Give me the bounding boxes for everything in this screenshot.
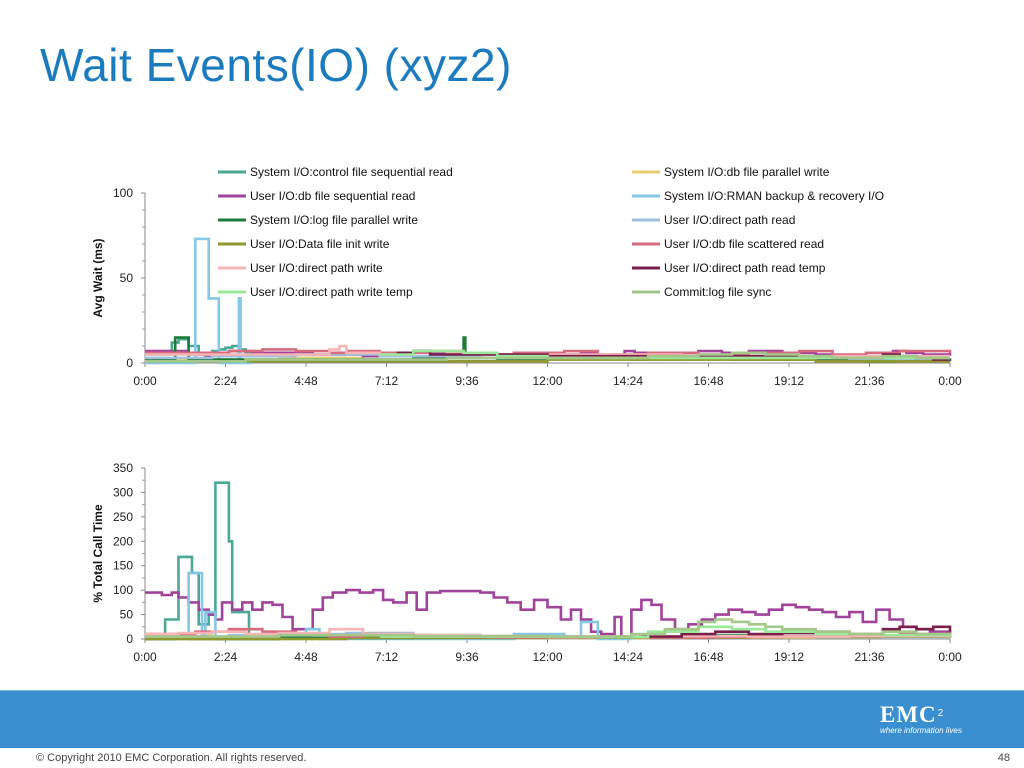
y-tick-label: 100 <box>113 583 133 597</box>
series-line <box>379 349 950 360</box>
x-tick-label: 2:24 <box>214 374 238 388</box>
x-tick-label: 9:36 <box>455 650 479 664</box>
copyright-text: © Copyright 2010 EMC Corporation. All ri… <box>36 752 307 764</box>
y-tick-label: 300 <box>113 485 133 499</box>
x-tick-label: 0:00 <box>133 374 157 388</box>
y-tick-label: 100 <box>113 186 133 200</box>
legend-label: System I/O:db file parallel write <box>664 165 830 179</box>
legend-label: User I/O:direct path read temp <box>664 261 826 275</box>
legend-label: System I/O:log file parallel write <box>250 213 418 227</box>
x-tick-label: 21:36 <box>854 650 884 664</box>
legend-label: User I/O:direct path write temp <box>250 285 413 299</box>
y-tick-label: 0 <box>126 632 133 646</box>
y-axis-title: Avg Wait (ms) <box>91 238 105 317</box>
legend-label: User I/O:Data file init write <box>250 237 390 251</box>
series-line <box>145 358 950 363</box>
legend-label: System I/O:control file sequential read <box>250 165 453 179</box>
y-tick-label: 150 <box>113 559 133 573</box>
x-tick-label: 2:24 <box>214 650 238 664</box>
y-axis-title: % Total Call Time <box>91 504 105 603</box>
x-tick-label: 0:00 <box>938 650 962 664</box>
x-tick-label: 4:48 <box>294 650 318 664</box>
x-tick-label: 16:48 <box>693 374 723 388</box>
legend-label: Commit:log file sync <box>664 285 771 299</box>
legend-label: User I/O:direct path write <box>250 261 383 275</box>
x-tick-label: 4:48 <box>294 374 318 388</box>
y-tick-label: 250 <box>113 510 133 524</box>
y-tick-label: 200 <box>113 534 133 548</box>
x-tick-label: 7:12 <box>375 650 399 664</box>
emc-logo-word: EMC <box>880 702 937 727</box>
y-tick-label: 50 <box>120 608 134 622</box>
footer-band: EMC2 where information lives <box>0 690 1024 748</box>
y-tick-label: 50 <box>120 271 134 285</box>
x-tick-label: 16:48 <box>693 650 723 664</box>
x-tick-label: 19:12 <box>774 650 804 664</box>
emc-logo-sup: 2 <box>937 707 944 719</box>
legend-label: System I/O:RMAN backup & recovery I/O <box>664 189 884 203</box>
x-tick-label: 14:24 <box>613 374 643 388</box>
emc-logo: EMC2 where information lives <box>880 702 980 735</box>
x-tick-label: 19:12 <box>774 374 804 388</box>
legend-label: User I/O:db file sequential read <box>250 189 415 203</box>
x-tick-label: 9:36 <box>455 374 479 388</box>
charts-canvas: 0 50 100 0:00 2:24 4:48 7:12 9:36 12:00 14:24 16:4… <box>91 165 962 664</box>
legend-label: User I/O:direct path read <box>664 213 795 227</box>
x-tick-label: 7:12 <box>375 374 399 388</box>
series-line <box>145 237 253 365</box>
series-line <box>145 588 952 638</box>
slide-title: Wait Events(IO) (xyz2) <box>40 39 512 91</box>
x-tick-label: 0:00 <box>133 650 157 664</box>
x-tick-label: 14:24 <box>613 650 643 664</box>
x-tick-label: 0:00 <box>938 374 962 388</box>
y-tick-label: 0 <box>126 356 133 370</box>
page-number: 48 <box>997 752 1010 764</box>
emc-logo-tagline: where information lives <box>880 726 962 735</box>
series-line <box>145 351 950 363</box>
x-tick-label: 12:00 <box>532 650 562 664</box>
x-tick-label: 12:00 <box>532 374 562 388</box>
series-line <box>145 618 952 638</box>
legend-label: User I/O:db file scattered read <box>664 237 824 251</box>
series-line <box>145 481 414 641</box>
x-tick-label: 21:36 <box>854 374 884 388</box>
series-line <box>145 348 952 356</box>
y-tick-label: 350 <box>113 461 133 475</box>
